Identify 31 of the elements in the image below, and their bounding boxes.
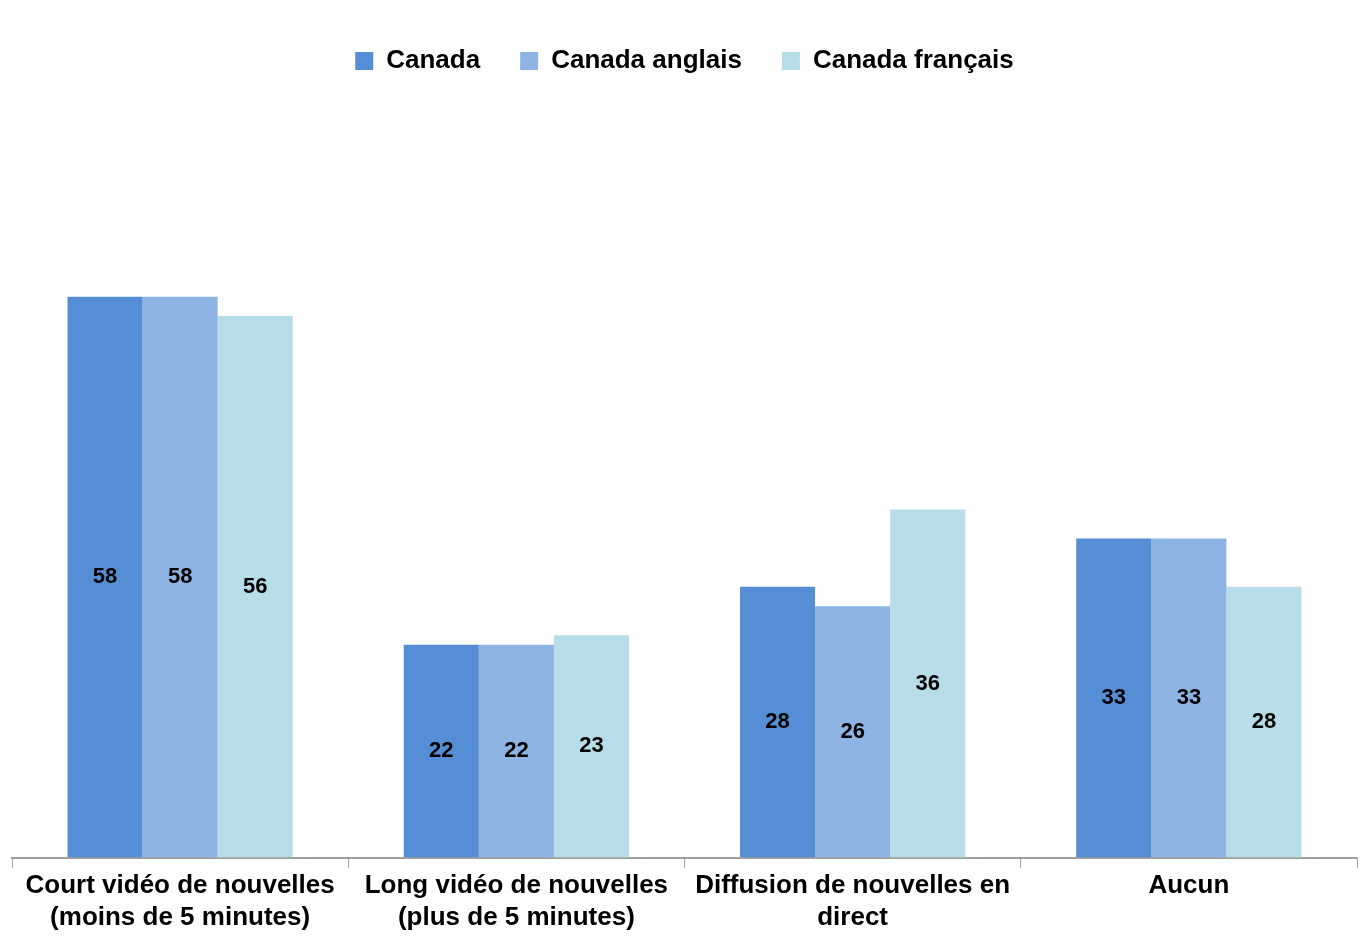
- data-label: 22: [429, 737, 454, 763]
- data-label: 33: [1101, 684, 1127, 710]
- data-label: 22: [504, 737, 529, 763]
- data-label: 28: [1251, 708, 1277, 734]
- legend-label: Canada anglais: [551, 44, 742, 75]
- data-label: 26: [840, 717, 865, 743]
- legend-label: Canada français: [812, 44, 1014, 75]
- bar: [142, 296, 218, 858]
- bar: [739, 586, 816, 858]
- data-label: 33: [1176, 684, 1202, 710]
- x-tick-label: Court vidéo de nouvelles (moins de 5 minutes): [25, 869, 335, 931]
- bar: [890, 509, 966, 858]
- x-tick-label: Diffusion de nouvelles en direct: [695, 869, 1011, 931]
- bar: [67, 296, 143, 858]
- bar: [478, 644, 554, 858]
- data-label: 28: [765, 708, 790, 734]
- x-tick-label: Long vidéo de nouvelles (plus de 5 minutes): [364, 869, 669, 931]
- bar: [217, 316, 293, 858]
- data-label: 23: [579, 732, 604, 758]
- data-label: 36: [915, 669, 940, 695]
- bar: [403, 644, 479, 858]
- bar: [1151, 538, 1227, 858]
- bar: [1076, 538, 1152, 858]
- legend-label: Canada: [386, 44, 481, 75]
- x-tick-label: Aucun: [1148, 869, 1230, 900]
- data-label: 56: [242, 572, 268, 598]
- bar: [553, 635, 630, 858]
- data-label: 58: [167, 563, 193, 589]
- bar: [815, 606, 891, 858]
- bar: [1226, 586, 1302, 858]
- data-label: 58: [92, 563, 118, 589]
